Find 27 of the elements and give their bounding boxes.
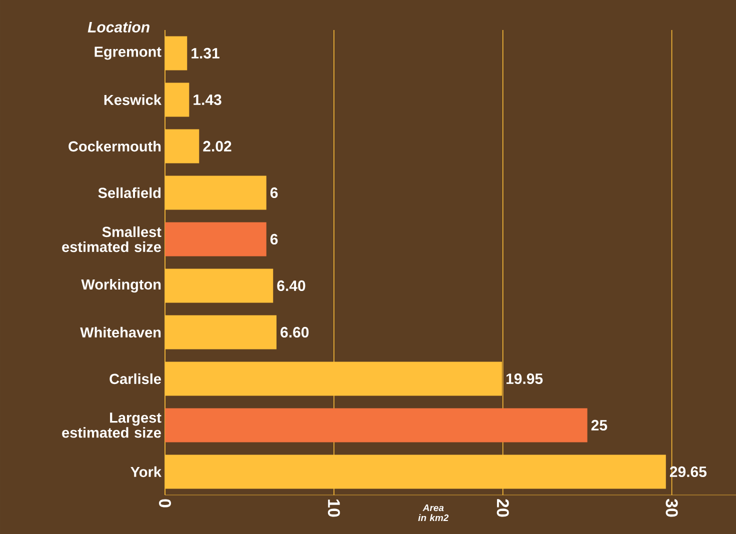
x-tick-label: 10 (328, 500, 340, 517)
data-label: 2.02 (203, 140, 232, 152)
x-tick-label: 0 (158, 499, 172, 508)
y-tick-label: Cockermouth (68, 140, 161, 152)
y-tick-label: Carlisle (110, 373, 161, 384)
y-tick-label: Sellafield (98, 187, 161, 198)
y-tick-label: York (130, 466, 162, 478)
y-axis-title: Location (88, 21, 150, 32)
y-tick-label: Egremont (94, 46, 162, 60)
data-label: 6 (270, 234, 278, 245)
data-label: 6.40 (277, 280, 306, 292)
y-tick-label: Largest estimated size (62, 412, 162, 438)
data-label: 1.31 (192, 48, 220, 59)
x-tick-label: 20 (496, 499, 509, 517)
bar (165, 222, 266, 256)
data-label: 19.95 (506, 373, 543, 384)
x-tick-label: 30 (666, 498, 678, 517)
data-label: 1.43 (194, 94, 222, 106)
y-tick-label: Keswick (104, 94, 162, 106)
y-tick-label: Smallest estimated size (62, 226, 162, 252)
x-axis-title: Area in km2 (418, 504, 449, 522)
y-tick-label: Workington (81, 278, 161, 293)
data-label: 25 (591, 420, 608, 431)
data-label: 6 (270, 187, 278, 198)
bar (165, 408, 588, 442)
data-label: 6.60 (280, 326, 309, 338)
y-tick-label: Whitehaven (80, 326, 161, 338)
